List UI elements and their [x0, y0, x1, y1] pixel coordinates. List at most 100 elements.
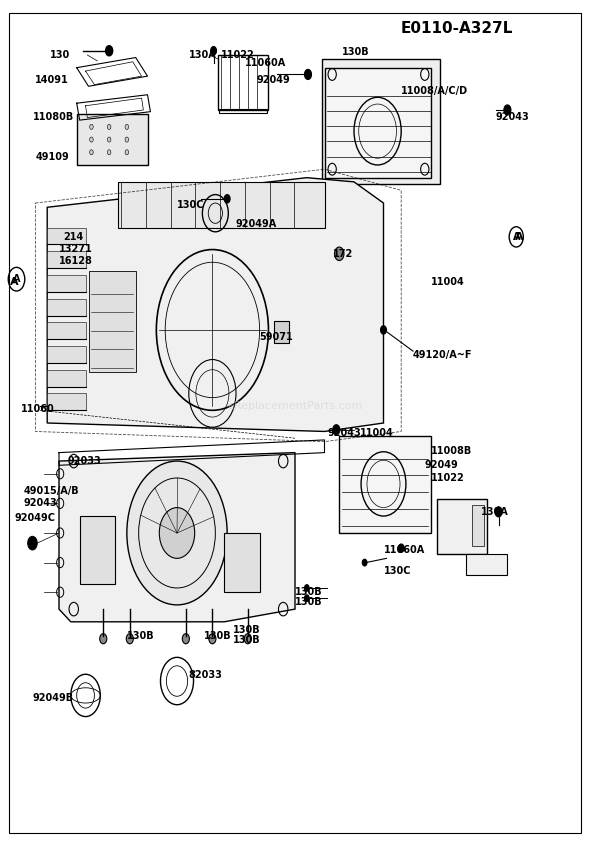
Text: 92043: 92043	[327, 428, 361, 438]
Bar	[339, 436, 431, 533]
Circle shape	[106, 46, 113, 56]
Text: 130A: 130A	[481, 507, 509, 517]
Circle shape	[224, 195, 230, 203]
Text: A: A	[11, 277, 19, 287]
Circle shape	[100, 634, 107, 644]
Text: 214: 214	[64, 232, 84, 242]
Bar	[47, 370, 86, 387]
Text: 13271: 13271	[59, 244, 93, 254]
Text: 130: 130	[50, 50, 70, 60]
Circle shape	[304, 585, 309, 591]
Circle shape	[107, 150, 111, 155]
Text: 49015/A/B: 49015/A/B	[24, 486, 79, 496]
Text: 130C: 130C	[384, 566, 411, 576]
Text: 130B: 130B	[233, 635, 261, 645]
Text: 92043: 92043	[496, 112, 529, 122]
Text: 49120/A~F: 49120/A~F	[413, 350, 473, 360]
Bar	[88, 271, 136, 372]
Bar	[47, 299, 86, 316]
Circle shape	[495, 507, 502, 517]
Text: 172: 172	[333, 249, 353, 259]
Bar	[218, 55, 268, 110]
Text: 130B: 130B	[342, 47, 370, 58]
Circle shape	[107, 124, 111, 129]
Circle shape	[381, 326, 386, 334]
Text: 92049C: 92049C	[15, 513, 55, 523]
Bar	[47, 251, 86, 268]
Text: A: A	[515, 232, 523, 242]
Circle shape	[126, 634, 133, 644]
Text: 11022: 11022	[431, 473, 464, 483]
Bar	[324, 68, 431, 178]
Bar	[80, 516, 115, 584]
Circle shape	[125, 137, 129, 142]
Bar	[47, 322, 86, 339]
Text: 130B: 130B	[233, 625, 261, 635]
Circle shape	[90, 150, 93, 155]
Text: 92049: 92049	[257, 75, 290, 85]
Text: 14091: 14091	[35, 75, 69, 85]
Bar	[47, 393, 86, 410]
Bar	[47, 346, 86, 363]
Circle shape	[335, 247, 344, 261]
Text: 130B: 130B	[295, 587, 323, 597]
Text: 11060A: 11060A	[384, 545, 425, 555]
Text: 130B: 130B	[127, 631, 155, 641]
Polygon shape	[59, 453, 295, 622]
Text: 11004: 11004	[431, 277, 464, 287]
Bar	[322, 59, 440, 184]
Circle shape	[398, 544, 404, 552]
Text: 92033: 92033	[68, 456, 101, 466]
Text: 11060: 11060	[21, 404, 54, 414]
Circle shape	[209, 634, 216, 644]
Circle shape	[362, 559, 367, 566]
Bar	[219, 109, 267, 113]
Bar	[466, 554, 507, 575]
Text: 11060A: 11060A	[245, 58, 286, 69]
Circle shape	[90, 124, 93, 129]
Text: 92043: 92043	[24, 498, 57, 508]
Bar	[47, 275, 86, 292]
Text: 92049A: 92049A	[236, 219, 277, 229]
Text: 82033: 82033	[189, 670, 222, 680]
Text: 130B: 130B	[295, 597, 323, 607]
Text: 49109: 49109	[35, 151, 69, 162]
Text: 11008/A/C/D: 11008/A/C/D	[401, 85, 468, 96]
Circle shape	[28, 536, 37, 550]
Circle shape	[244, 634, 251, 644]
Text: E0110-A327L: E0110-A327L	[401, 21, 513, 36]
Text: 11022: 11022	[221, 50, 255, 60]
Bar	[437, 499, 487, 554]
Text: 130B: 130B	[204, 631, 231, 641]
Circle shape	[504, 105, 511, 115]
Circle shape	[304, 69, 312, 80]
Circle shape	[211, 47, 217, 55]
Circle shape	[333, 425, 340, 435]
Text: 11004: 11004	[360, 428, 394, 438]
Text: A: A	[13, 274, 20, 284]
Bar	[77, 114, 148, 165]
Text: 130A: 130A	[189, 50, 217, 60]
Bar	[472, 505, 484, 546]
Text: 16128: 16128	[59, 255, 93, 266]
Circle shape	[90, 137, 93, 142]
Circle shape	[107, 137, 111, 142]
Circle shape	[304, 595, 309, 602]
Text: 130C: 130C	[177, 200, 205, 210]
Circle shape	[182, 634, 189, 644]
Polygon shape	[47, 178, 384, 431]
Text: eReplacementParts.com: eReplacementParts.com	[227, 401, 363, 411]
Text: 92049B: 92049B	[32, 693, 74, 703]
Circle shape	[159, 508, 195, 558]
Text: 59071: 59071	[260, 332, 293, 342]
Bar	[47, 228, 86, 244]
Bar	[118, 182, 324, 228]
Circle shape	[127, 461, 227, 605]
Text: 92049: 92049	[425, 460, 458, 470]
Bar	[274, 321, 289, 343]
Circle shape	[125, 124, 129, 129]
Circle shape	[125, 150, 129, 155]
Text: A: A	[513, 232, 520, 242]
Text: 11008B: 11008B	[431, 446, 472, 456]
Bar	[224, 533, 260, 592]
